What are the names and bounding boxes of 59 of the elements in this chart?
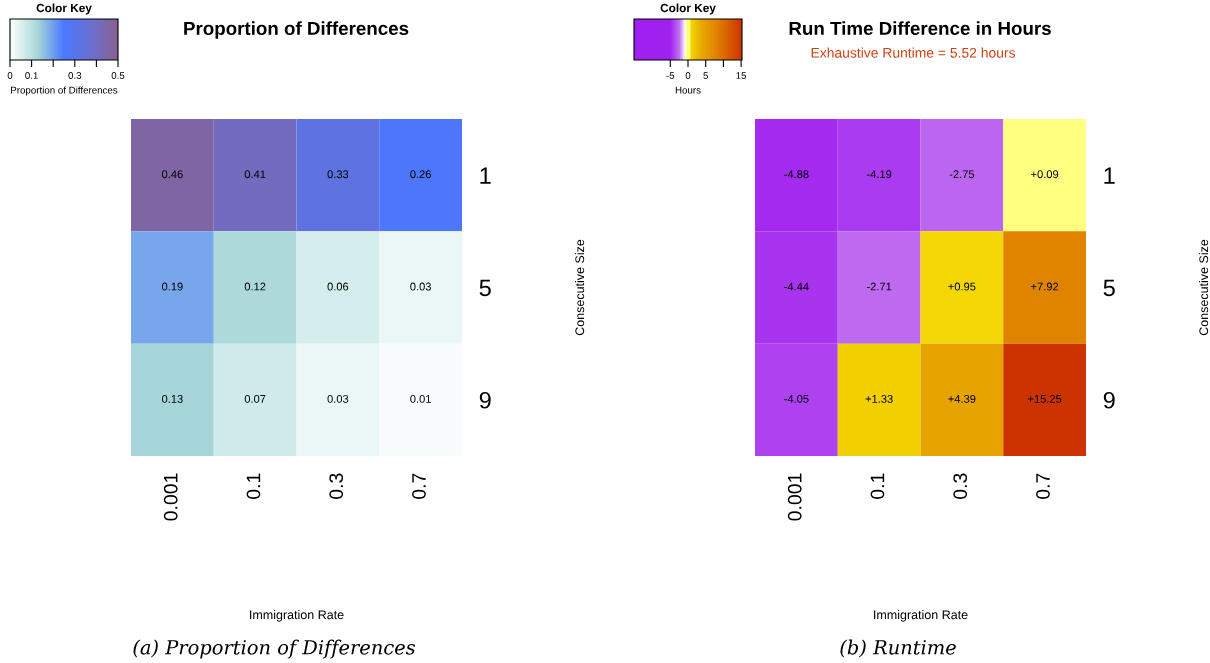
color-bar-label: 0.5 [111, 72, 125, 79]
data-label: 0.26 [410, 170, 431, 179]
x-tick-label: 0.001 [787, 473, 802, 521]
color-bar-label: 15 [736, 72, 747, 79]
data-label: 0.07 [244, 394, 266, 403]
y-tick-label: 1 [480, 167, 491, 184]
data-label: +4.39 [948, 394, 976, 403]
data-label: 0.01 [410, 394, 431, 403]
color-bar-label: 0 [685, 72, 691, 79]
data-label: -4.44 [784, 282, 809, 291]
data-label: 0.03 [410, 282, 431, 291]
color-bar-label: 0.3 [68, 72, 82, 79]
data-label: -4.19 [866, 170, 892, 179]
data-label: 0.19 [162, 282, 183, 291]
y-tick-label: 5 [1103, 279, 1115, 297]
x-tick-label: 0.1 [246, 473, 261, 499]
x-tick-label: 0.7 [1036, 473, 1050, 499]
chart-title: Run Time Difference in Hours [789, 21, 1051, 36]
x-axis-title: Immigration Rate [250, 610, 344, 622]
data-label: +15.25 [1028, 394, 1062, 403]
chart-subtitle: Exhaustive Runtime = 5.52 hours [811, 47, 1015, 58]
y-axis-title: Consecutive Size [1199, 239, 1209, 336]
y-tick-label: 9 [479, 391, 491, 409]
color-bar-label: -5 [666, 72, 675, 79]
y-axis-title: Consecutive Size [575, 239, 585, 336]
y-tick-label: 1 [1104, 167, 1115, 184]
data-label: 0.06 [327, 282, 349, 291]
y-tick-label: 9 [1103, 391, 1115, 409]
text: (b) Runtime [840, 639, 956, 658]
color-bar-label: 5 [703, 72, 708, 79]
data-label: 0.41 [244, 170, 266, 179]
data-label: +0.95 [948, 282, 976, 291]
color-bar-label: 0 [7, 72, 13, 79]
data-label: -2.71 [866, 282, 892, 291]
data-label: 0.13 [162, 394, 183, 403]
y-tick-label: 5 [479, 279, 491, 297]
data-label: -4.05 [784, 394, 809, 403]
color-bar-label: 0.1 [25, 72, 38, 79]
data-label: 0.03 [327, 394, 349, 403]
x-axis-title: Immigration Rate [874, 610, 968, 622]
text: Color Key [660, 3, 716, 15]
data-label: 0.33 [327, 170, 349, 179]
x-tick-label: 0.001 [163, 473, 178, 521]
x-tick-label: 0.3 [329, 473, 344, 499]
text: Color Key [36, 3, 92, 15]
data-label: +7.92 [1031, 282, 1059, 291]
data-label: 0.12 [244, 282, 266, 291]
x-tick-label: 0.3 [953, 473, 968, 499]
data-label: 0.46 [162, 170, 183, 179]
data-label: -4.88 [784, 170, 809, 179]
x-tick-label: 0.7 [412, 473, 426, 499]
chart-title: Proportion of Differences [184, 21, 409, 39]
x-tick-label: 0.1 [870, 473, 885, 499]
text: (a) Proportion of Differences [133, 639, 416, 659]
color-bar-title: Proportion of Differences [11, 86, 118, 96]
data-label: +1.33 [865, 394, 893, 403]
data-label: -2.75 [949, 170, 975, 179]
data-label: +0.09 [1031, 170, 1059, 179]
color-bar-title: Hours [675, 86, 701, 94]
